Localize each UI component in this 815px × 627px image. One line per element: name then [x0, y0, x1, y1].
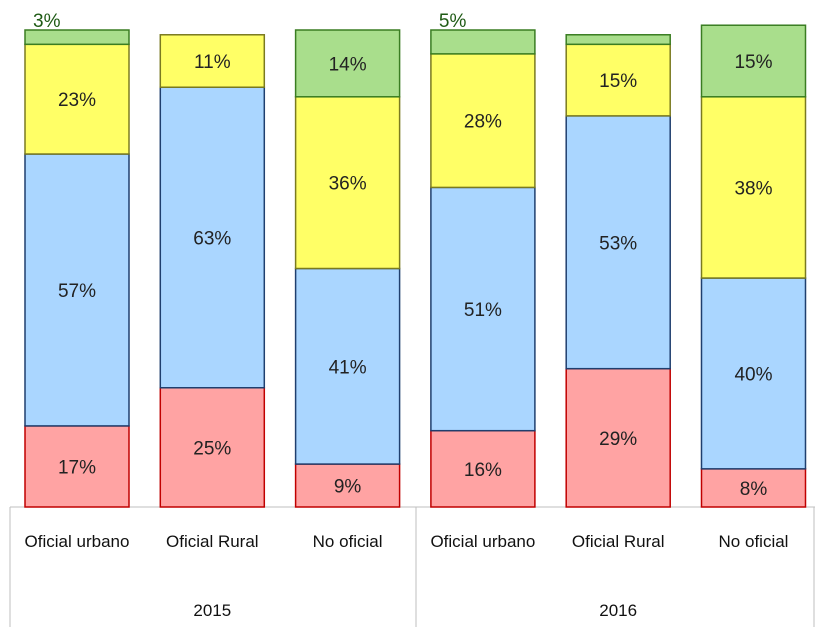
- data-label: 15%: [734, 52, 772, 73]
- data-label: 28%: [464, 112, 502, 133]
- data-label: 41%: [329, 357, 367, 378]
- bar-segment: [294, 29, 401, 98]
- data-label: 15%: [599, 71, 637, 92]
- group-label: 2016: [599, 601, 638, 620]
- x-tick-label: Oficial urbano: [24, 532, 130, 551]
- bar-segment: [294, 463, 401, 508]
- data-label: 53%: [599, 233, 637, 254]
- data-label: 3%: [33, 11, 61, 32]
- data-label: 57%: [58, 281, 96, 302]
- bar-segment: [430, 186, 536, 432]
- x-tick-label: Oficial Rural: [571, 532, 665, 551]
- bar-segment: [700, 277, 807, 470]
- data-label: 23%: [58, 90, 96, 111]
- bar-segment: [430, 53, 536, 189]
- bar-segment: [24, 425, 130, 508]
- data-label: 40%: [734, 364, 772, 385]
- bar-segment: [565, 367, 671, 508]
- x-tick-label: No oficial: [312, 532, 383, 551]
- data-label: 8%: [740, 479, 768, 500]
- data-label: 36%: [329, 174, 367, 195]
- data-label: 14%: [329, 54, 367, 75]
- bar-segment: [565, 34, 671, 46]
- data-label: 63%: [193, 229, 231, 250]
- data-label: 51%: [464, 300, 502, 321]
- data-label: 38%: [734, 178, 772, 199]
- x-tick-label: Oficial Rural: [166, 532, 259, 551]
- data-label: 25%: [193, 438, 231, 459]
- group-label: 2015: [193, 601, 232, 620]
- x-tick-label: No oficial: [718, 532, 789, 551]
- bar-segment: [24, 29, 130, 46]
- bar-segment: [294, 267, 401, 465]
- bar-segment: [700, 24, 807, 98]
- data-label: 5%: [439, 11, 467, 32]
- bar-segment: [700, 468, 807, 508]
- x-tick-label: Oficial urbano: [430, 532, 536, 551]
- bar-segment: [24, 43, 130, 155]
- bar-segment: [430, 29, 536, 55]
- bar-segment: [565, 43, 671, 117]
- data-label: 9%: [334, 477, 362, 498]
- data-label: 29%: [599, 429, 637, 450]
- data-label: 17%: [58, 457, 96, 478]
- data-label: 16%: [464, 460, 502, 481]
- bar-segment: [565, 115, 671, 370]
- data-label: 11%: [194, 52, 231, 73]
- bar-segment: [159, 34, 266, 88]
- bar-segment: [700, 96, 807, 279]
- bar-segment: [294, 96, 401, 270]
